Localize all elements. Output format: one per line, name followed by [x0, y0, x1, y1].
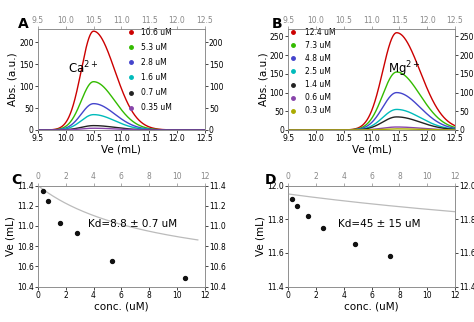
Y-axis label: Ve (mL): Ve (mL) [256, 216, 266, 256]
Point [289, 196, 296, 202]
Text: Mg$^{2+}$: Mg$^{2+}$ [388, 59, 421, 79]
Point [56, 220, 64, 225]
Text: 7.3 uM: 7.3 uM [305, 41, 331, 50]
Point [319, 225, 327, 230]
Point [44, 198, 52, 203]
Text: A: A [18, 17, 28, 31]
Text: 10.6 uM: 10.6 uM [141, 27, 172, 36]
Text: 0.3 uM: 0.3 uM [305, 106, 331, 115]
Text: 0.6 uM: 0.6 uM [305, 93, 331, 102]
Point [182, 276, 189, 281]
Point [293, 203, 301, 208]
Text: C: C [11, 174, 21, 187]
Point [351, 242, 359, 247]
Point [457, 270, 465, 276]
Text: 1.4 uM: 1.4 uM [305, 80, 331, 89]
X-axis label: conc. (uM): conc. (uM) [94, 301, 149, 311]
Point [39, 188, 46, 193]
Text: 2.8 uM: 2.8 uM [141, 58, 167, 67]
Text: Kd=45 ± 15 uM: Kd=45 ± 15 uM [338, 219, 421, 229]
Text: 5.3 uM: 5.3 uM [141, 43, 167, 52]
Point [386, 254, 393, 259]
X-axis label: conc. (uM): conc. (uM) [344, 301, 399, 311]
Text: 12.4 uM: 12.4 uM [305, 27, 336, 36]
Text: 0.35 uM: 0.35 uM [141, 103, 172, 112]
Text: B: B [272, 17, 282, 31]
X-axis label: Ve (mL): Ve (mL) [352, 145, 392, 155]
Text: D: D [265, 174, 276, 187]
Y-axis label: Abs. (a.u.): Abs. (a.u.) [258, 53, 268, 106]
Text: Kd=8.8 ± 0.7 uM: Kd=8.8 ± 0.7 uM [88, 219, 177, 229]
Text: 0.7 uM: 0.7 uM [141, 88, 167, 97]
X-axis label: Ve (mL): Ve (mL) [101, 145, 141, 155]
Point [108, 259, 115, 264]
Text: Ca$^{2+}$: Ca$^{2+}$ [68, 59, 98, 76]
Y-axis label: Ve (mL): Ve (mL) [6, 216, 16, 256]
Point [304, 213, 311, 218]
Y-axis label: Abs. (a.u.): Abs. (a.u.) [8, 53, 18, 106]
Text: 1.6 uM: 1.6 uM [141, 73, 167, 82]
Point [73, 231, 81, 236]
Text: 2.5 uM: 2.5 uM [305, 67, 331, 76]
Text: 4.8 uM: 4.8 uM [305, 54, 331, 63]
